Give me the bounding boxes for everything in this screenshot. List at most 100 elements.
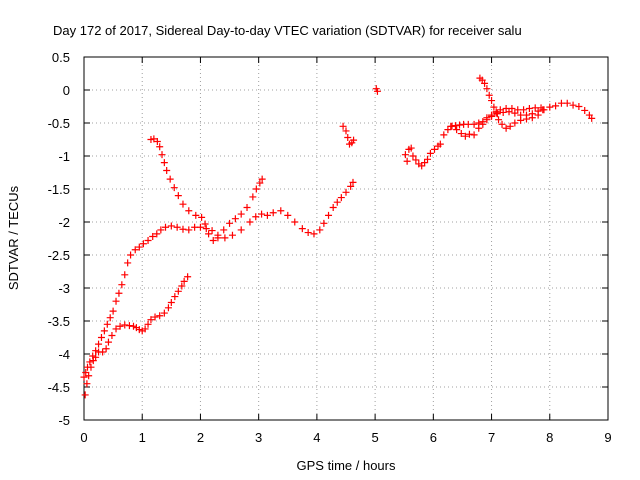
data-point bbox=[81, 391, 89, 399]
data-point bbox=[173, 223, 181, 231]
data-point bbox=[412, 156, 420, 164]
data-point bbox=[430, 145, 438, 153]
data-point bbox=[506, 122, 514, 130]
series-4 bbox=[339, 85, 381, 148]
data-point bbox=[252, 213, 260, 221]
x-tick-label: 6 bbox=[430, 430, 437, 445]
data-point bbox=[112, 297, 120, 305]
data-point bbox=[263, 211, 271, 219]
x-tick-label: 0 bbox=[80, 430, 87, 445]
data-point bbox=[149, 233, 157, 241]
x-tick-label: 3 bbox=[255, 430, 262, 445]
data-point bbox=[470, 131, 478, 139]
data-point bbox=[457, 130, 465, 138]
data-point bbox=[256, 179, 264, 187]
data-point bbox=[496, 106, 504, 114]
data-point bbox=[131, 246, 139, 254]
x-tick-label: 5 bbox=[371, 430, 378, 445]
data-point bbox=[329, 203, 337, 211]
data-point bbox=[344, 134, 352, 142]
data-point bbox=[124, 259, 132, 267]
data-point bbox=[347, 182, 355, 190]
x-tick-label: 8 bbox=[546, 430, 553, 445]
data-point bbox=[249, 193, 257, 201]
data-point bbox=[139, 240, 147, 248]
data-point bbox=[179, 200, 187, 208]
data-point bbox=[488, 111, 496, 119]
x-tick-labels: 0 1 2 3 4 5 6 7 8 9 bbox=[80, 430, 611, 445]
data-point bbox=[575, 103, 583, 110]
x-tick-label: 2 bbox=[197, 430, 204, 445]
data-point bbox=[158, 151, 166, 159]
data-point bbox=[451, 122, 459, 130]
data-point bbox=[511, 119, 519, 127]
data-point bbox=[403, 157, 411, 165]
data-point bbox=[103, 320, 111, 328]
data-point bbox=[342, 127, 350, 135]
data-point bbox=[160, 309, 168, 317]
data-point bbox=[174, 192, 182, 200]
data-point bbox=[83, 380, 91, 388]
data-point bbox=[407, 144, 415, 152]
data-point bbox=[409, 152, 417, 160]
data-point bbox=[461, 132, 469, 140]
data-point bbox=[470, 120, 478, 128]
data-point bbox=[125, 322, 133, 330]
data-point bbox=[498, 120, 506, 128]
data-point bbox=[174, 287, 182, 295]
data-point bbox=[153, 230, 161, 238]
data-point bbox=[121, 271, 129, 279]
data-point bbox=[483, 114, 491, 122]
data-point bbox=[166, 175, 174, 183]
data-point bbox=[112, 325, 120, 333]
data-point bbox=[520, 106, 528, 114]
axis-ticks bbox=[83, 56, 609, 421]
data-point bbox=[581, 106, 589, 114]
data-point bbox=[228, 231, 236, 239]
data-point bbox=[185, 226, 193, 234]
data-point bbox=[156, 143, 164, 151]
data-point bbox=[483, 85, 491, 93]
data-point bbox=[160, 159, 168, 167]
y-tick-label: 0 bbox=[63, 83, 70, 98]
data-point bbox=[205, 230, 213, 238]
data-point bbox=[118, 281, 126, 289]
data-point bbox=[83, 363, 91, 371]
chart-title: Day 172 of 2017, Sidereal Day-to-day VTE… bbox=[53, 23, 522, 38]
data-point bbox=[156, 312, 164, 320]
data-point bbox=[163, 167, 171, 175]
data-point bbox=[221, 234, 229, 242]
data-point bbox=[198, 213, 206, 221]
y-tick-label: -2.5 bbox=[48, 248, 70, 263]
data-point bbox=[436, 140, 444, 148]
data-point bbox=[214, 234, 222, 242]
data-point bbox=[539, 106, 547, 114]
data-point bbox=[153, 137, 161, 145]
data-point bbox=[208, 227, 216, 235]
data-point bbox=[109, 307, 117, 315]
data-point bbox=[525, 104, 533, 112]
data-point bbox=[373, 87, 381, 95]
data-point bbox=[164, 304, 172, 312]
data-point bbox=[316, 226, 324, 234]
data-point bbox=[528, 114, 536, 122]
data-point bbox=[485, 91, 493, 99]
series-7 bbox=[476, 74, 547, 132]
y-tick-label: -1.5 bbox=[48, 182, 70, 197]
data-point bbox=[196, 223, 204, 231]
data-point bbox=[350, 136, 358, 144]
data-point bbox=[320, 219, 328, 227]
data-point bbox=[481, 79, 489, 87]
data-point bbox=[258, 175, 266, 183]
series-2 bbox=[80, 178, 357, 381]
x-tick-label: 7 bbox=[488, 430, 495, 445]
plot-frame bbox=[83, 56, 609, 421]
series-1 bbox=[81, 273, 192, 399]
data-point bbox=[325, 211, 333, 219]
data-point bbox=[495, 116, 503, 124]
data-point bbox=[440, 131, 448, 139]
data-point bbox=[144, 320, 152, 328]
data-point bbox=[80, 373, 88, 381]
y-tick-labels: 0.5 0 -0.5 -1 -1.5 -2 -2.5 -3 -3.5 -4 -4.5 -5 bbox=[48, 50, 70, 428]
data-point bbox=[127, 251, 135, 259]
